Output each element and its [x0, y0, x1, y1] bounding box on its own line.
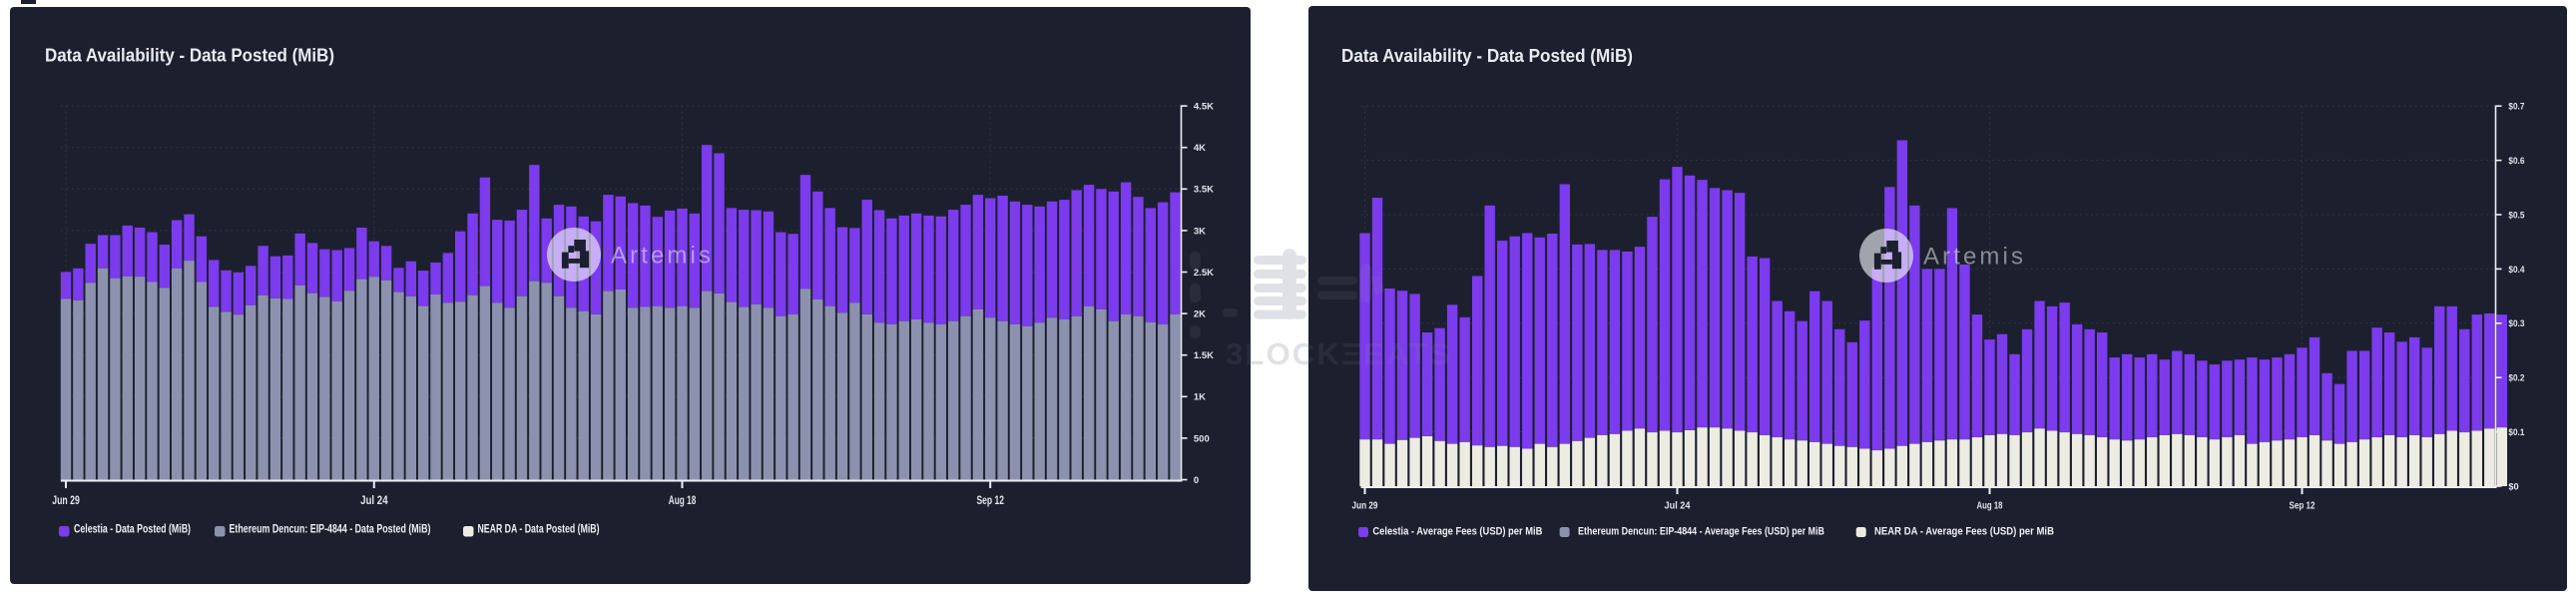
svg-text:Artemis: Artemis: [1923, 244, 2026, 271]
svg-text:Jul 24: Jul 24: [360, 493, 388, 507]
svg-text:4K: 4K: [1194, 143, 1206, 154]
svg-text:$0.7: $0.7: [2508, 102, 2524, 112]
svg-text:Aug 18: Aug 18: [669, 493, 697, 507]
svg-text:Data Availability - Data Poste: Data Availability - Data Posted (MiB): [1341, 46, 1633, 66]
svg-text:$0.3: $0.3: [2508, 318, 2524, 328]
svg-text:1.5K: 1.5K: [1194, 350, 1214, 361]
svg-text:$0.2: $0.2: [2508, 373, 2524, 383]
svg-text:Artemis: Artemis: [611, 243, 714, 270]
svg-text:Jun 29: Jun 29: [52, 493, 80, 507]
svg-text:2K: 2K: [1194, 309, 1206, 320]
svg-text:$0.5: $0.5: [2508, 210, 2524, 220]
svg-text:2.5K: 2.5K: [1194, 268, 1214, 279]
svg-text:NEAR DA - Average Fees (USD) p: NEAR DA - Average Fees (USD) per MiB: [1874, 526, 2054, 538]
svg-text:$0.1: $0.1: [2508, 427, 2524, 437]
svg-text:Aug 18: Aug 18: [1977, 499, 2003, 511]
svg-text:$0.6: $0.6: [2508, 156, 2524, 166]
svg-text:$0.4: $0.4: [2508, 265, 2525, 275]
svg-text:500: 500: [1194, 433, 1210, 444]
svg-text:Sep 12: Sep 12: [977, 493, 1005, 507]
svg-text:Jun 29: Jun 29: [1352, 499, 1378, 511]
svg-text:1K: 1K: [1194, 392, 1206, 403]
svg-text:Data Availability - Data Poste: Data Availability - Data Posted (MiB): [45, 45, 334, 65]
svg-text:4.5K: 4.5K: [1194, 102, 1214, 113]
svg-text:Celestia - Average Fees (USD): Celestia - Average Fees (USD) per MiB: [1372, 526, 1542, 538]
svg-text:$0: $0: [2508, 481, 2518, 491]
svg-text:3.5K: 3.5K: [1194, 185, 1214, 196]
svg-text:Ethereum Dencun: EIP-4844 - Av: Ethereum Dencun: EIP-4844 - Average Fees…: [1578, 526, 1824, 538]
svg-text:Celestia - Data Posted (MiB): Celestia - Data Posted (MiB): [74, 522, 191, 536]
svg-text:3K: 3K: [1194, 226, 1206, 237]
svg-text:NEAR DA - Data Posted (MiB): NEAR DA - Data Posted (MiB): [478, 522, 600, 536]
svg-text:Jul 24: Jul 24: [1665, 499, 1691, 511]
svg-text:Ethereum Dencun: EIP-4844 - Da: Ethereum Dencun: EIP-4844 - Data Posted …: [230, 522, 431, 536]
svg-text:0: 0: [1194, 475, 1199, 486]
svg-text:Sep 12: Sep 12: [2290, 499, 2316, 511]
